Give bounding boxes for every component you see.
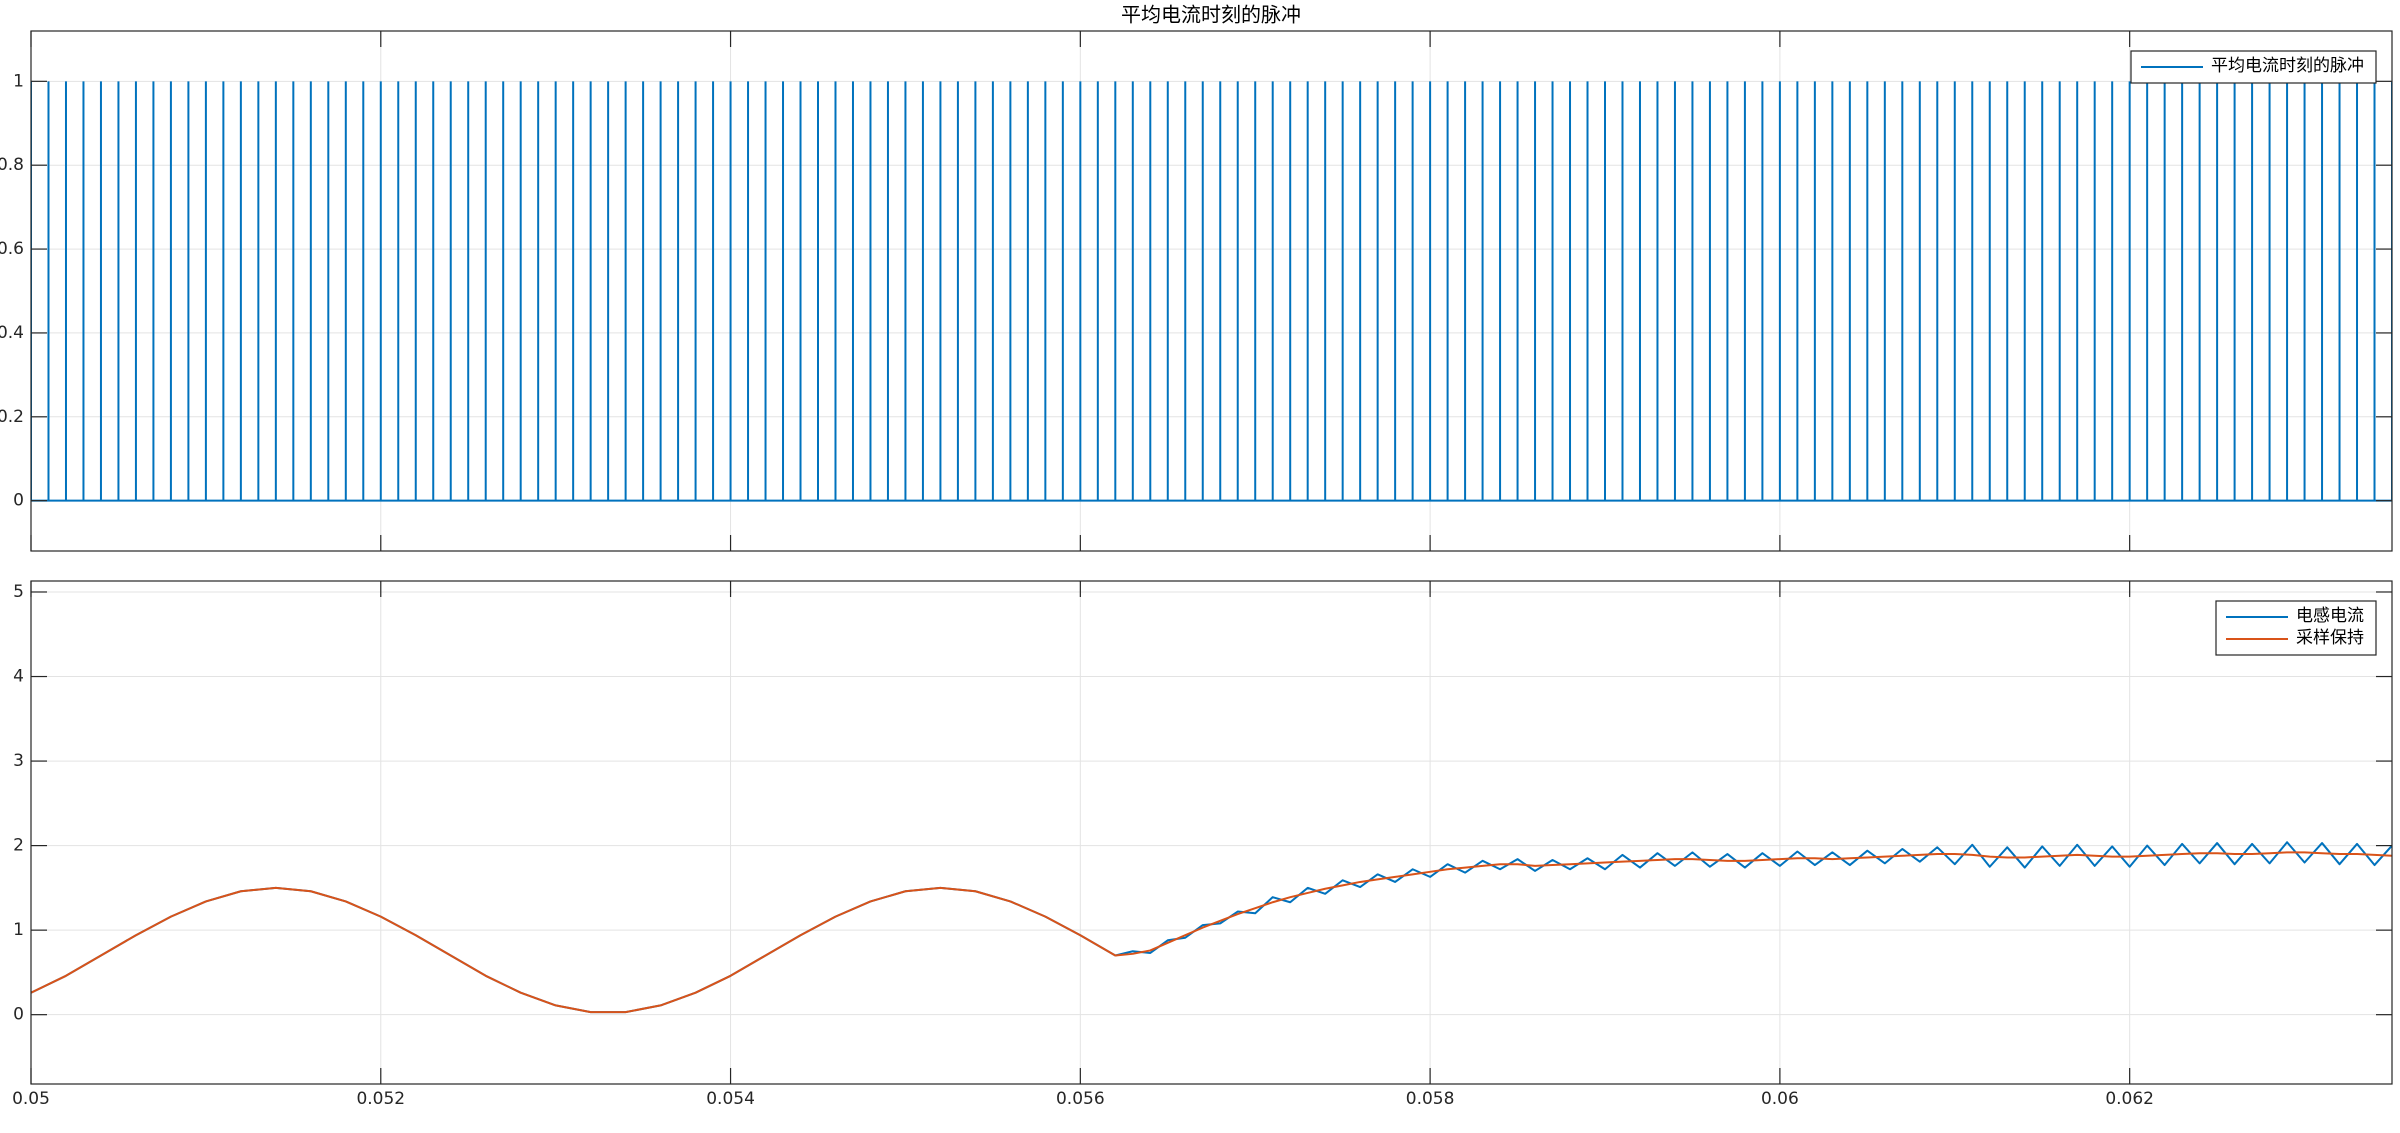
series-line: [31, 851, 2392, 1014]
y-tick-label: 0.6: [0, 239, 24, 259]
x-tick-label: 0.054: [706, 1089, 755, 1109]
legend-box: [2215, 600, 2377, 656]
y-tick-label: 2: [13, 836, 24, 856]
axes-box: [30, 30, 2393, 552]
y-tick-label: 5: [13, 582, 24, 602]
legend-text: 电感电流: [2296, 606, 2364, 625]
x-tick-label: 0.06: [1761, 1089, 1799, 1109]
x-tick-label: 0.052: [356, 1089, 405, 1109]
x-tick-label: 0.058: [1406, 1089, 1455, 1109]
y-tick-label: 0: [13, 491, 24, 511]
x-tick-label: 0.056: [1056, 1089, 1105, 1109]
chart-title: 平均电流时刻的脉冲: [1121, 4, 1301, 27]
y-tick-label: 0.8: [0, 155, 24, 175]
legend-text: 采样保持: [2296, 628, 2364, 647]
y-tick-label: 4: [13, 667, 24, 687]
y-tick-label: 1: [13, 920, 24, 940]
legend-text: 平均电流时刻的脉冲: [2211, 56, 2364, 75]
plot-area: [31, 841, 2392, 1014]
x-tick-label: 0.05: [12, 1089, 50, 1109]
y-tick-label: 0: [13, 1005, 24, 1025]
x-tick-label: 0.062: [2105, 1089, 2154, 1109]
y-tick-label: 3: [13, 751, 24, 771]
y-tick-label: 1: [13, 71, 24, 91]
y-tick-label: 0.4: [0, 323, 24, 343]
y-tick-label: 0.2: [0, 407, 24, 427]
axes-box: [30, 580, 2393, 1085]
plot-area: [31, 81, 2392, 502]
